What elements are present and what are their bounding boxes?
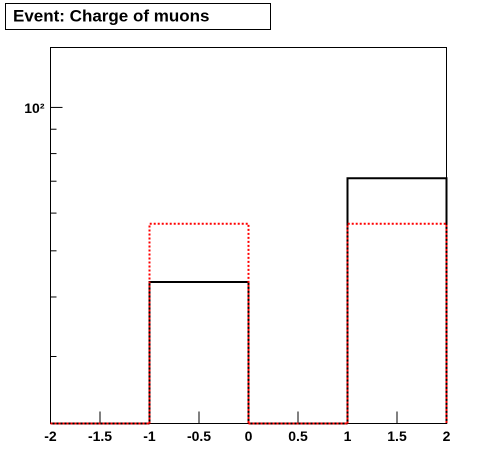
x-tick-label: 1 bbox=[344, 428, 352, 444]
x-tick-label: -1 bbox=[143, 428, 156, 444]
x-tick-label: 0.5 bbox=[288, 428, 308, 444]
histogram-bin bbox=[346, 222, 448, 424]
chart-title: Event: Charge of muons bbox=[13, 6, 209, 25]
x-tick-label: 2 bbox=[443, 428, 451, 444]
title-box bbox=[5, 3, 271, 30]
x-tick-label: -1.5 bbox=[88, 428, 112, 444]
x-tick-label: 1.5 bbox=[387, 428, 407, 444]
x-tick-label: 0 bbox=[245, 428, 253, 444]
x-tick-label: -0.5 bbox=[187, 428, 211, 444]
histogram-bin bbox=[148, 222, 250, 424]
y-tick-label: 10² bbox=[24, 100, 45, 116]
x-tick-label: -2 bbox=[44, 428, 57, 444]
histogram-bin bbox=[346, 177, 448, 424]
histogram-bin bbox=[148, 281, 250, 424]
